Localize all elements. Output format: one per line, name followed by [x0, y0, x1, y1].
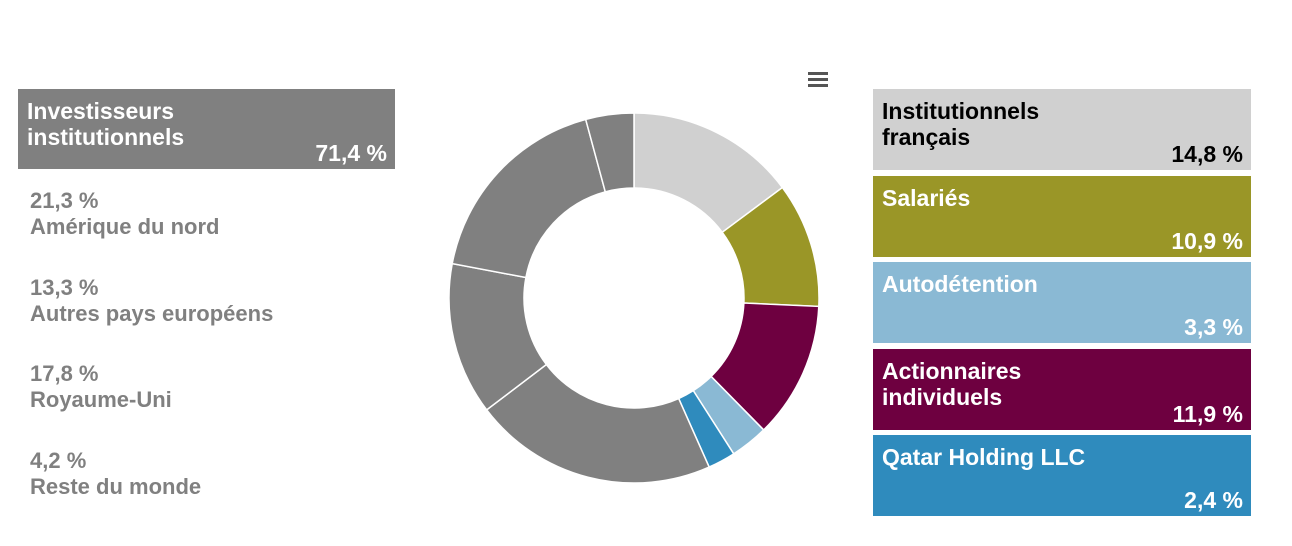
legend-box: Qatar Holding LLC 2,4 %: [873, 435, 1251, 516]
legend-label: Autres pays européens: [30, 300, 274, 326]
slice: [584, 112, 635, 193]
legend-label: Qatar Holding LLC: [882, 444, 1086, 470]
legend-value: 11,9 %: [1172, 400, 1243, 427]
legend-box: Institutionnels français 14,8 %: [873, 89, 1251, 170]
legend-value: 10,9 %: [1171, 227, 1243, 254]
group-box: Investisseurs institutionnels 71,4 %: [18, 89, 395, 169]
slice: [485, 363, 711, 484]
group-label: Investisseurs institutionnels: [27, 98, 185, 150]
legend-box: Salariés 10,9 %: [873, 175, 1251, 257]
legend-item: 17,8 % Royaume-Uni: [30, 361, 172, 413]
legend-value: 4,2 %: [30, 447, 87, 473]
group-value: 71,4 %: [315, 140, 387, 166]
legend-item: 21,3 % Amérique du nord: [30, 188, 219, 240]
legend-value: 2,4 %: [1184, 487, 1243, 513]
legend-label: Actionnaires individuels: [882, 357, 1022, 410]
legend-value: 13,3 %: [30, 274, 99, 300]
menu-button[interactable]: [808, 72, 828, 90]
legend-value: 3,3 %: [1184, 314, 1243, 340]
legend-item: 4,2 % Reste du monde: [30, 448, 201, 500]
legend-label: Amérique du nord: [30, 214, 220, 239]
legend-label: Salariés: [882, 184, 971, 211]
legend-value: 14,8 %: [1171, 141, 1243, 167]
legend-box: Actionnaires individuels 11,9 %: [873, 348, 1251, 430]
slice: [451, 118, 607, 279]
legend-value: 17,8 %: [30, 361, 99, 386]
legend-label: Institutionnels français: [882, 98, 1040, 150]
legend-label: Autodétention: [882, 271, 1038, 297]
legend-box: Autodétention 3,3 %: [873, 262, 1251, 343]
legend-value: 21,3 %: [30, 188, 99, 213]
legend-label: Royaume-Uni: [30, 387, 172, 412]
legend-item: 13,3 % Autres pays européens: [30, 275, 273, 327]
legend-label: Reste du monde: [30, 473, 202, 499]
